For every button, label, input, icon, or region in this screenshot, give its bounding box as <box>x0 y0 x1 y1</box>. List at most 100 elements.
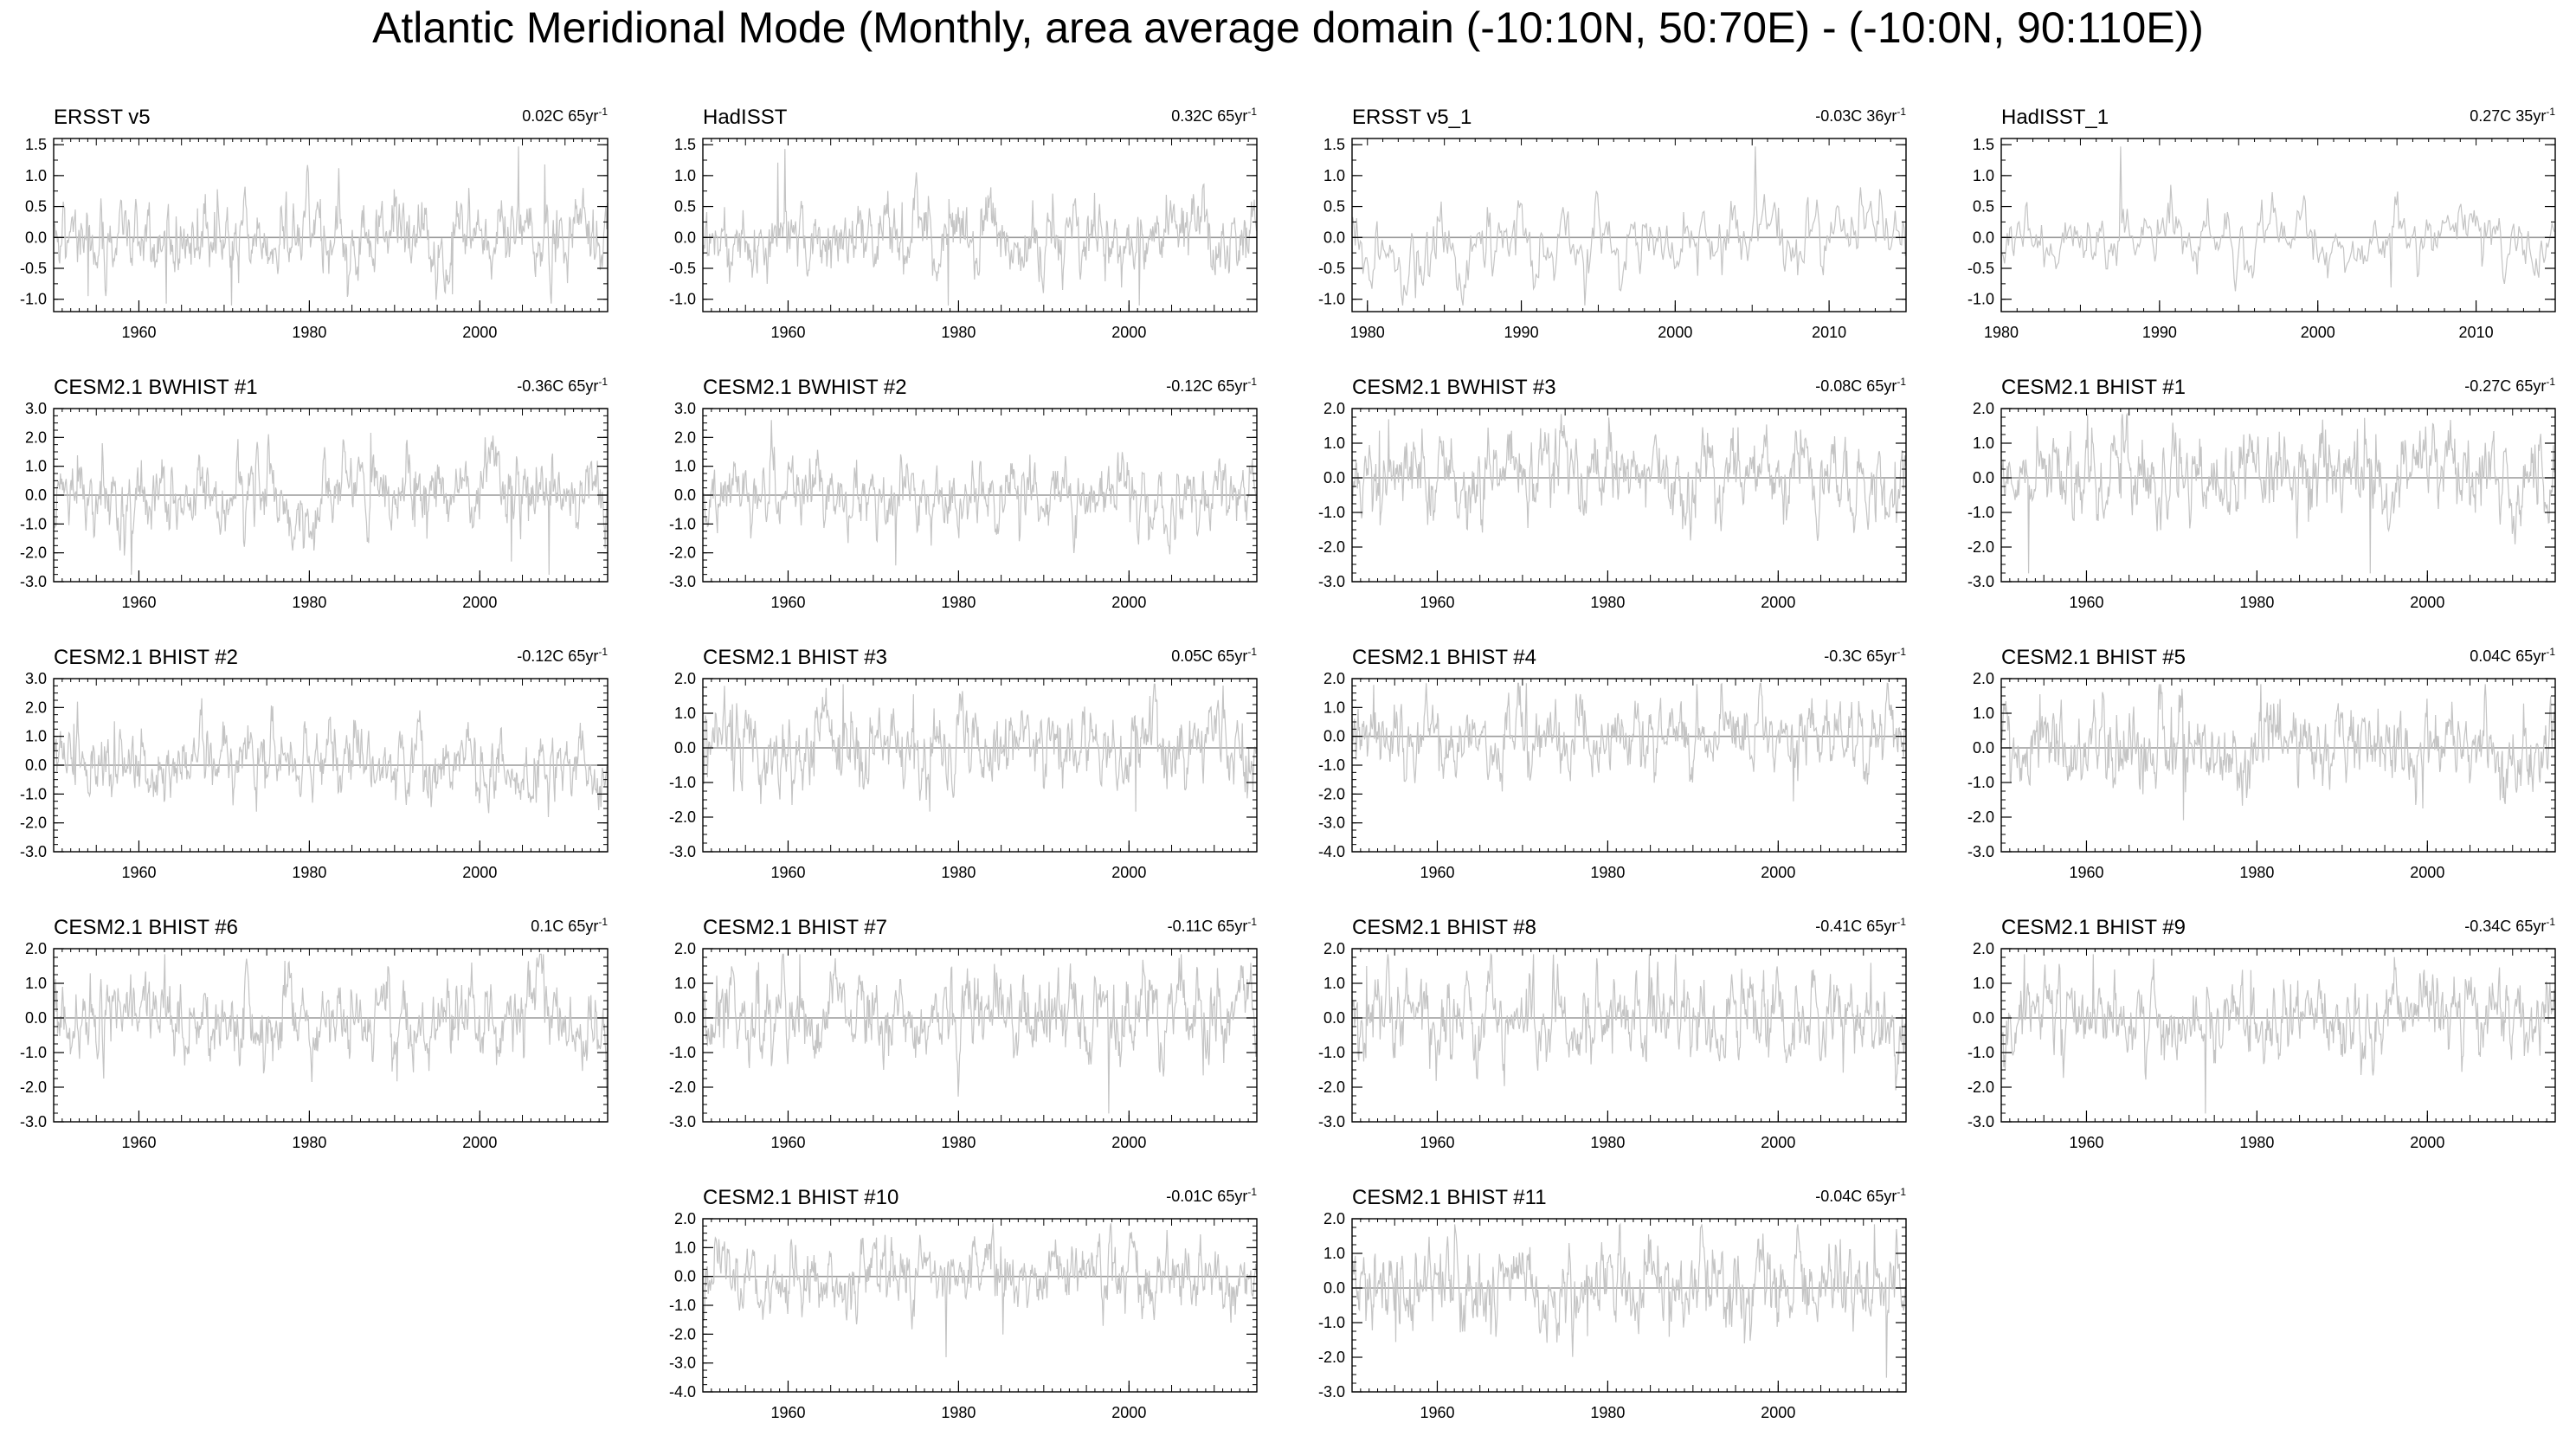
trend-exponent: -1 <box>1897 916 1906 928</box>
x-tick-label: 1980 <box>941 1404 976 1421</box>
x-tick-label: 1980 <box>941 1134 976 1151</box>
y-tick-label: -1.0 <box>20 291 47 308</box>
series-line <box>1352 146 1906 306</box>
trend-value: -0.12C 65yr <box>1166 377 1248 395</box>
x-tick-label: 1980 <box>1350 324 1385 341</box>
series-line <box>2000 684 2556 821</box>
y-tick-label: 1.0 <box>1323 435 1345 452</box>
chart-panel: ERSST v5_1 -0.03C 36yr-1 -1.0 -0.5 0.0 0.5 1.0… <box>1318 106 1907 348</box>
x-tick-label: 1980 <box>2239 864 2274 881</box>
series-line <box>702 1223 1258 1358</box>
y-tick-label: 2.0 <box>25 940 47 957</box>
y-tick-label: 0.0 <box>1973 229 1994 246</box>
y-tick-label: 1.0 <box>1973 435 1994 452</box>
y-tick-label: 0.0 <box>1323 229 1345 246</box>
trend-value: 0.04C 65yr <box>2470 647 2547 665</box>
y-tick-label: 1.0 <box>25 167 47 184</box>
x-tick-label: 2000 <box>1761 594 1795 611</box>
y-tick-label: -4.0 <box>669 1383 696 1401</box>
y-tick-label: 0.0 <box>674 486 696 504</box>
panel-trend-label: -0.12C 65yr-1 <box>1166 376 1257 396</box>
x-tick-label: 2000 <box>2301 324 2335 341</box>
panel-trend-label: -0.27C 65yr-1 <box>2464 376 2555 396</box>
x-tick-label: 2000 <box>1761 1404 1795 1421</box>
y-tick-label: 1.0 <box>25 458 47 475</box>
y-tick-label: 1.0 <box>1323 975 1345 992</box>
chart-svg: -3.0 -2.0 -1.0 0.0 1.0 2.0 3.0 1960 1980 2000 <box>20 400 609 611</box>
x-tick-label: 2000 <box>1111 1134 1146 1151</box>
y-tick-label: 2.0 <box>1323 400 1345 417</box>
chart-svg: -1.0 -0.5 0.0 0.5 1.0 1.5 1960 1980 2000 <box>669 136 1258 341</box>
y-tick-label: 2.0 <box>1973 400 1994 417</box>
y-tick-label: 0.0 <box>25 486 47 504</box>
y-tick-label: 1.0 <box>25 975 47 992</box>
x-tick-label: 1960 <box>1420 1134 1454 1151</box>
chart-svg: -3.0 -2.0 -1.0 0.0 1.0 2.0 1960 1980 2000 <box>1967 670 2556 881</box>
trend-value: -0.3C 65yr <box>1824 647 1897 665</box>
panel-trend-label: -0.03C 36yr-1 <box>1815 106 1906 126</box>
y-tick-label: -3.0 <box>1318 1113 1345 1130</box>
x-tick-label: 1960 <box>121 1134 156 1151</box>
x-tick-label: 2000 <box>462 324 497 341</box>
y-tick-label: 1.0 <box>1323 699 1345 716</box>
y-tick-label: 0.5 <box>1323 198 1345 216</box>
x-tick-label: 1960 <box>2069 1134 2103 1151</box>
y-tick-label: 1.0 <box>1973 975 1994 992</box>
y-tick-label: -2.0 <box>1318 1349 1345 1366</box>
x-tick-label: 1980 <box>1590 1134 1625 1151</box>
chart-panel: CESM2.1 BWHIST #2 -0.12C 65yr-1 -3.0 -2.0 -1… <box>669 376 1258 618</box>
y-tick-label: -1.0 <box>669 291 696 308</box>
series-line <box>2000 954 2556 1114</box>
trend-value: -0.34C 65yr <box>2464 918 2547 935</box>
trend-exponent: -1 <box>1897 376 1906 388</box>
plot-frame <box>1351 1218 1907 1393</box>
x-tick-label: 1990 <box>1504 324 1539 341</box>
chart-svg: -1.0 -0.5 0.0 0.5 1.0 1.5 1980 1990 2000 2010 <box>1318 136 1907 341</box>
panel-trend-label: -0.11C 65yr-1 <box>1168 916 1257 936</box>
y-tick-label: -3.0 <box>669 843 696 860</box>
chart-panel: CESM2.1 BHIST #7 -0.11C 65yr-1 -3.0 -2.0 -1.… <box>669 916 1258 1158</box>
x-tick-label: 2000 <box>1658 324 1692 341</box>
y-tick-label: -2.0 <box>1967 538 1994 556</box>
y-tick-label: -3.0 <box>20 573 47 590</box>
y-tick-label: 0.0 <box>1323 1279 1345 1297</box>
chart-svg: -3.0 -2.0 -1.0 0.0 1.0 2.0 1960 1980 2000 <box>669 940 1258 1151</box>
x-tick-label: 1980 <box>1984 324 2019 341</box>
y-tick-label: -2.0 <box>669 808 696 826</box>
y-tick-label: 1.5 <box>674 136 696 153</box>
panel-title: CESM2.1 BHIST #2 <box>54 646 238 669</box>
trend-exponent: -1 <box>1247 1186 1257 1198</box>
y-tick-label: -3.0 <box>1967 843 1994 860</box>
x-tick-label: 1980 <box>1590 594 1625 611</box>
chart-svg: -1.0 -0.5 0.0 0.5 1.0 1.5 1960 1980 2000 <box>20 136 609 341</box>
y-tick-label: -3.0 <box>1318 815 1345 832</box>
chart-svg: -3.0 -2.0 -1.0 0.0 1.0 2.0 1960 1980 2000 <box>1318 400 1907 611</box>
panel-title: CESM2.1 BWHIST #3 <box>1352 376 1556 399</box>
x-tick-label: 1960 <box>1420 1404 1454 1421</box>
series-line <box>1351 414 1907 541</box>
trend-value: -0.27C 65yr <box>2464 377 2547 395</box>
y-tick-label: -1.0 <box>1967 504 1994 521</box>
y-tick-label: -2.0 <box>1967 1079 1994 1096</box>
x-tick-label: 2010 <box>2459 324 2494 341</box>
y-tick-label: -3.0 <box>20 843 47 860</box>
y-tick-label: -3.0 <box>669 573 696 590</box>
series-line <box>1351 682 1907 802</box>
panel-title: CESM2.1 BHIST #3 <box>703 646 887 669</box>
y-tick-label: -2.0 <box>20 544 47 562</box>
x-tick-label: 2000 <box>2410 594 2444 611</box>
chart-panel: CESM2.1 BHIST #9 -0.34C 65yr-1 -3.0 -2.0 -1.… <box>1967 916 2556 1158</box>
x-tick-label: 1980 <box>292 594 326 611</box>
y-tick-label: -1.0 <box>1318 1044 1345 1061</box>
chart-panel: CESM2.1 BHIST #1 -0.27C 65yr-1 -3.0 -2.0 -1.… <box>1967 376 2556 618</box>
plot-frame <box>2000 138 2556 312</box>
x-tick-label: 2000 <box>1761 864 1795 881</box>
trend-value: -0.11C 65yr <box>1167 918 1248 935</box>
x-tick-label: 1980 <box>1590 864 1625 881</box>
y-tick-label: 1.0 <box>1973 167 1994 184</box>
y-tick-label: -1.0 <box>20 1044 47 1061</box>
panel-title: HadISST_1 <box>2001 106 2109 129</box>
trend-exponent: -1 <box>598 646 608 658</box>
y-tick-label: -3.0 <box>1318 573 1345 590</box>
y-tick-label: 1.0 <box>1323 1245 1345 1262</box>
